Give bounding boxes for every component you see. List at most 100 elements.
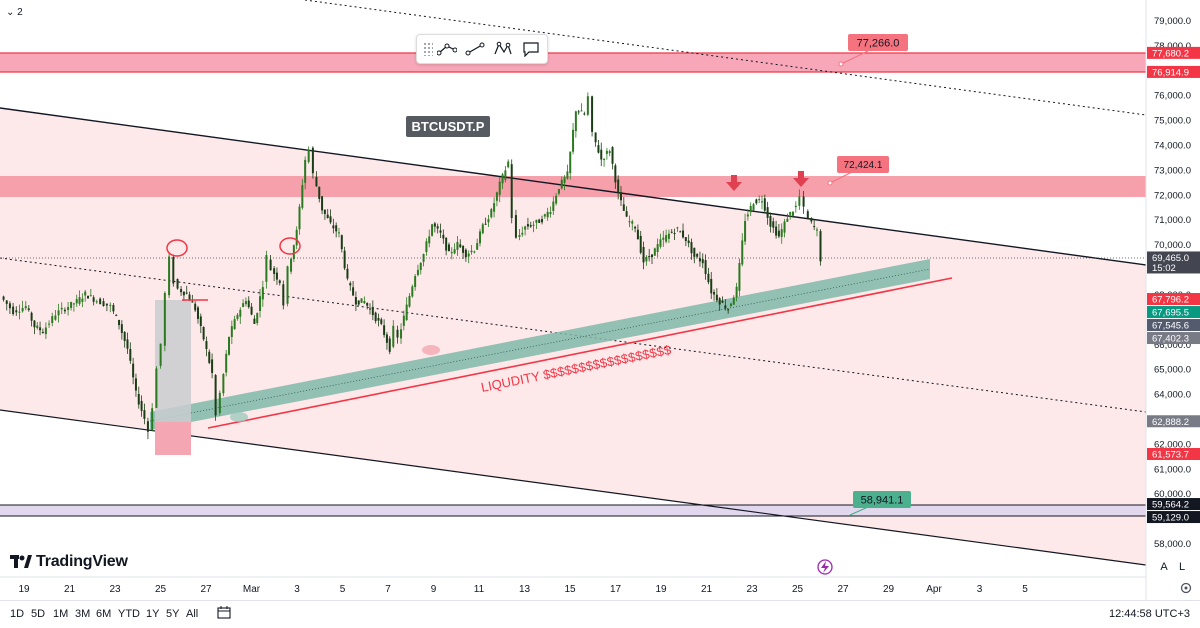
candle-body [89, 295, 92, 297]
candle-body [628, 221, 631, 223]
candle-body [777, 230, 780, 237]
candle-body [363, 301, 366, 304]
date-range-icon[interactable] [217, 606, 233, 625]
svg-text:72,424.1: 72,424.1 [844, 160, 883, 171]
price-tick-label: 73,000.0 [1154, 165, 1191, 176]
grip-icon[interactable] [423, 42, 433, 56]
candle-body [603, 158, 606, 160]
time-tick-label: Mar [243, 584, 261, 595]
candle-body [758, 199, 761, 201]
candle-body [490, 209, 493, 218]
price-tick-label: 64,000.0 [1154, 390, 1191, 401]
candle-body [163, 292, 166, 346]
timeframe-button-5d[interactable]: 5D [31, 608, 46, 620]
price-tick-label: 58,000.0 [1154, 539, 1191, 550]
candle-body [278, 280, 281, 284]
candle-body [218, 392, 221, 414]
candle-body [380, 319, 383, 324]
candle-body [741, 240, 744, 265]
auto-scale-button[interactable]: A [1160, 561, 1168, 573]
candle-body [656, 244, 659, 253]
swing-high-circle [279, 237, 301, 255]
price-level-label: 61,573.7 [1152, 449, 1189, 460]
candle-body [819, 231, 822, 262]
candle-body [718, 298, 721, 305]
candle-body [323, 209, 326, 214]
timeframe-button-3m[interactable]: 3M [75, 608, 91, 620]
candle-body [498, 181, 501, 195]
time-tick-label: Apr [926, 584, 942, 595]
price-countdown-label: 15:02 [1152, 263, 1176, 274]
candle-body [557, 189, 560, 194]
support-band [150, 259, 930, 430]
time-axis[interactable]: 19 21 23 25 27 Mar 3 5 7 9 11 13 15 17 19 21 23 25 27 29 Apr… [0, 576, 1146, 595]
log-scale-button[interactable]: L [1179, 561, 1185, 573]
candle-body [199, 316, 202, 327]
candle-body [222, 374, 225, 394]
candle-body [447, 244, 450, 252]
candle-body [369, 308, 372, 310]
channel-upper-line [0, 107, 1146, 266]
candle-body [715, 294, 718, 301]
pattern-icon[interactable] [489, 37, 517, 61]
candle-body [366, 302, 369, 306]
candle-body [292, 245, 295, 260]
candle-body [109, 304, 112, 306]
candle-body [12, 306, 15, 315]
price-axis[interactable]: 79,000.0 78,000.0 76,000.0 75,000.0 74,000.0… [1145, 0, 1200, 600]
candle-body [521, 232, 524, 235]
timeframe-button-5y[interactable]: 5Y [166, 608, 180, 620]
timeframe-button-1m[interactable]: 1M [53, 608, 69, 620]
candle-body [250, 306, 253, 315]
lightning-icon[interactable] [817, 559, 833, 575]
path-icon[interactable] [461, 37, 489, 61]
clock[interactable]: 12:44:58 UTC+3 [1108, 608, 1190, 620]
candle-body [563, 177, 566, 183]
timeframe-button-1y[interactable]: 1Y [146, 608, 160, 620]
settings-icon[interactable] [1180, 582, 1192, 594]
candle-body [746, 214, 749, 217]
tradingview-icon [10, 555, 32, 568]
polyline-icon[interactable] [433, 37, 461, 61]
candle-body [60, 307, 63, 310]
candle-body [414, 276, 417, 288]
timeframe-button-ytd[interactable]: YTD [118, 608, 140, 620]
candle-body [813, 226, 816, 228]
candle-body [810, 218, 813, 222]
candle-body [360, 298, 363, 303]
callout-icon[interactable] [517, 37, 545, 61]
candle-body [555, 195, 558, 204]
chevron-down-icon[interactable]: ⌄ [6, 7, 15, 18]
candle-body [802, 196, 805, 207]
drawing-toolbar[interactable] [416, 34, 548, 64]
candle-body [123, 331, 126, 341]
candle-body [676, 227, 679, 229]
price-level-label: 67,695.5 [1152, 308, 1189, 319]
candle-body [651, 254, 654, 258]
tradingview-logo[interactable]: TradingView [10, 553, 128, 571]
candle-body [467, 253, 470, 257]
candle-body [134, 378, 137, 391]
price-tick-label: 61,000.0 [1154, 464, 1191, 475]
support-band-mid [149, 268, 931, 422]
callout-anchor [827, 180, 833, 186]
candle-body [670, 231, 673, 233]
timeframe-button-all[interactable]: All [186, 608, 199, 620]
candle-body [605, 150, 608, 154]
candle-body [230, 326, 233, 338]
candle-body [662, 237, 665, 240]
candle-body [396, 329, 399, 338]
candle-body [298, 206, 301, 230]
time-tick-label: 27 [837, 584, 849, 595]
timeframe-button-1d[interactable]: 1D [10, 608, 25, 620]
top-left-badge[interactable]: ⌄ 2 [6, 7, 23, 18]
candle-body [247, 300, 250, 308]
candle-body [191, 301, 194, 303]
candle-body [687, 240, 690, 244]
candle-body [549, 212, 552, 214]
candle-body [735, 286, 738, 298]
timeframe-button-6m[interactable]: 6M [96, 608, 112, 620]
candle-body [105, 303, 108, 306]
candle-body [318, 186, 321, 199]
